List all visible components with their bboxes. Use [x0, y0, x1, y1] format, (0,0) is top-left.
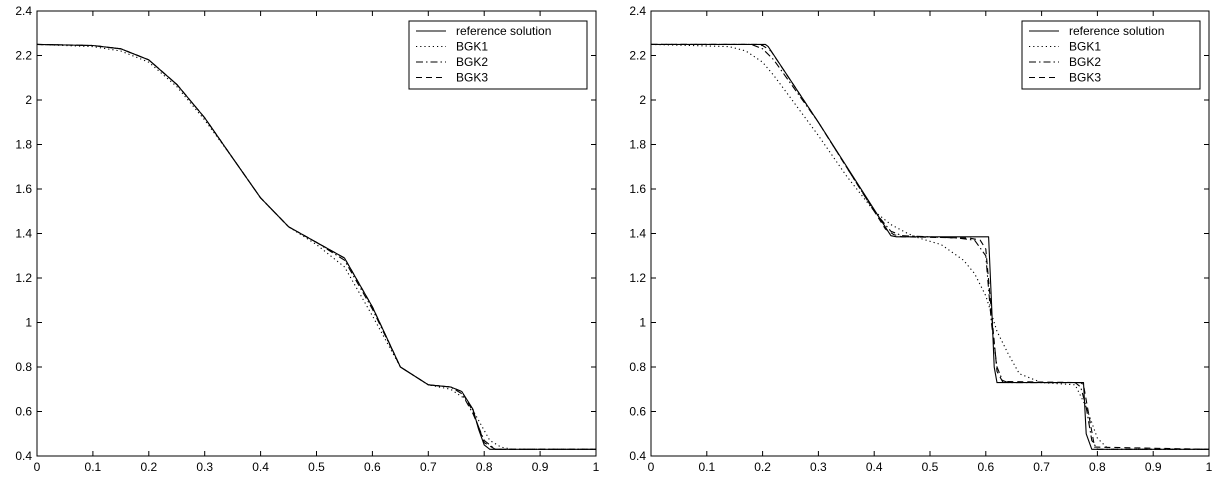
x-tick-label: 0	[34, 460, 41, 474]
x-tick-label: 0.9	[1145, 460, 1162, 474]
x-tick-label: 0.8	[1089, 460, 1106, 474]
y-tick-label: 1.2	[15, 271, 32, 285]
x-tick-label: 0	[648, 460, 655, 474]
x-tick-label: 0.2	[754, 460, 771, 474]
left-panel: 0 0.1 0.2 0.3 0.4 0.5 0.6 0.7 0.8 0.9 1 0.4 0.6 0.8 1 1…	[15, 4, 599, 474]
y-tick-label: 2	[639, 93, 646, 107]
series-line-dashed	[36, 43, 596, 450]
x-tick-label: 1	[1206, 460, 1213, 474]
legend-label: reference solution	[456, 24, 551, 38]
y-tick-label: 1	[25, 316, 32, 330]
x-tick-label: 0.3	[196, 460, 213, 474]
y-tick-label: 1.4	[629, 227, 646, 241]
y-tick-label: 0.8	[629, 360, 646, 374]
legend-label: BGK2	[456, 55, 488, 69]
x-tick-label: 0.7	[420, 460, 437, 474]
x-tick-label: 1	[593, 460, 600, 474]
y-tick-label: 2.2	[629, 49, 646, 63]
legend-label: BGK1	[456, 40, 488, 54]
x-tick-label: 0.3	[810, 460, 827, 474]
x-tick-label: 0.4	[252, 460, 269, 474]
series-line-dashdot	[651, 43, 1209, 450]
y-tick-label: 1.8	[629, 138, 646, 152]
x-tick-label: 0.5	[922, 460, 939, 474]
x-tick-label: 0.9	[532, 460, 549, 474]
y-tick-label: 2.2	[15, 49, 32, 63]
y-tick-label: 1.2	[629, 271, 646, 285]
x-tick-label: 0.1	[85, 460, 102, 474]
x-tick-label: 0.5	[308, 460, 325, 474]
legend-label: BGK3	[1069, 71, 1101, 85]
x-tick-label: 0.8	[476, 460, 493, 474]
y-tick-label: 2.4	[15, 4, 32, 18]
legend-label: BGK3	[456, 71, 488, 85]
y-tick-label: 0.4	[629, 449, 646, 463]
y-tick-label: 0.8	[15, 360, 32, 374]
y-tick-label: 2.4	[629, 4, 646, 18]
y-tick-label: 1.8	[15, 138, 32, 152]
x-tick-label: 0.2	[140, 460, 157, 474]
y-tick-label: 1.6	[629, 182, 646, 196]
y-tick-label: 0.6	[15, 405, 32, 419]
x-tick-label: 0.7	[1033, 460, 1050, 474]
y-tick-label: 1	[639, 316, 646, 330]
y-tick-label: 0.6	[629, 405, 646, 419]
legend-label: BGK1	[1069, 40, 1101, 54]
series-line-dashed	[651, 43, 1210, 450]
legend-label: reference solution	[1069, 24, 1164, 38]
y-tick-label: 1.4	[15, 227, 32, 241]
series-line-dotted	[36, 43, 596, 450]
x-tick-label: 0.4	[866, 460, 883, 474]
y-tick-label: 2	[25, 93, 32, 107]
x-tick-label: 0.1	[698, 460, 715, 474]
legend-label: BGK2	[1069, 55, 1101, 69]
series-line-solid	[651, 43, 1209, 450]
right-panel: 0 0.1 0.2 0.3 0.4 0.5 0.6 0.7 0.8 0.9 1 0.4 0.6 0.8 1 1…	[629, 4, 1212, 474]
x-tick-label: 0.6	[364, 460, 381, 474]
y-tick-label: 1.6	[15, 182, 32, 196]
y-tick-label: 0.4	[15, 449, 32, 463]
x-tick-label: 0.6	[977, 460, 994, 474]
